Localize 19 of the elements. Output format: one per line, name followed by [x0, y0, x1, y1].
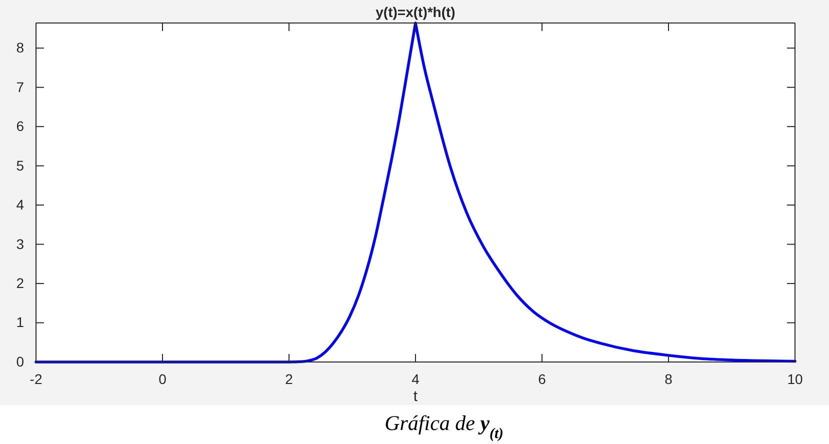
y-tick-label: 4	[16, 196, 24, 213]
y-tick-label: 5	[16, 157, 24, 174]
chart-title: y(t)=x(t)*h(t)	[376, 4, 456, 20]
x-tick-label: 10	[787, 370, 803, 387]
x-axis-title: t	[413, 388, 418, 405]
x-tick-label: -2	[30, 370, 42, 387]
y-tick-label: 6	[16, 118, 24, 134]
x-tick-label: 2	[285, 370, 294, 387]
x-tick-label: 4	[412, 370, 420, 387]
y-tick-label: 8	[16, 40, 24, 56]
y-tick-label: 3	[16, 236, 24, 252]
x-tick-label: 0	[158, 370, 167, 387]
x-tick-label: 8	[664, 370, 673, 387]
y-tick-label: 7	[16, 78, 24, 95]
y-tick-label: 1	[16, 314, 24, 330]
y-tick-label: 0	[16, 353, 24, 370]
x-tick-label: 6	[538, 370, 546, 387]
text: Gráfica de y$_{(t)}$	[384, 411, 504, 442]
y-tick-label: 2	[16, 275, 24, 292]
